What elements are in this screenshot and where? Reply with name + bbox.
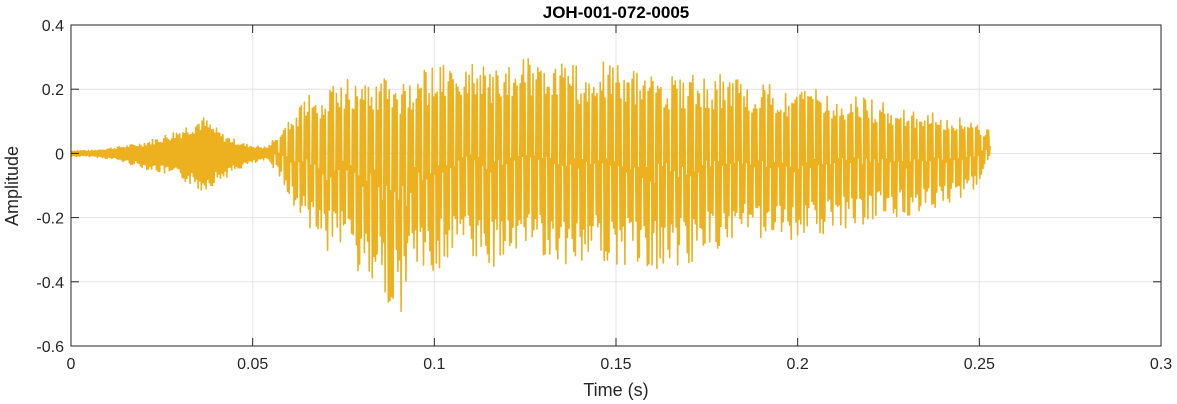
x-tick-label: 0.15: [600, 356, 631, 373]
y-tick-label: 0.4: [42, 18, 64, 35]
y-tick-label: 0.2: [42, 82, 64, 99]
chart-title: JOH-001-072-0005: [543, 3, 689, 22]
y-tick-label: -0.4: [36, 275, 64, 292]
tick-marks: [70, 24, 1162, 347]
x-tick-labels: 0 0.05 0.1 0.15 0.2 0.25 0.3: [67, 356, 1173, 373]
x-tick-label: 0.25: [964, 356, 995, 373]
x-tick-label: 0.3: [1150, 356, 1172, 373]
x-tick-label: 0.05: [237, 356, 268, 373]
y-axis-label: Amplitude: [2, 146, 22, 226]
waveform-line: [70, 58, 991, 313]
x-tick-label: 0.2: [787, 356, 809, 373]
y-tick-label: -0.2: [36, 211, 64, 228]
x-tick-label: 0: [67, 356, 76, 373]
x-tick-label: 0.1: [423, 356, 445, 373]
waveform-series: [70, 58, 991, 313]
y-tick-label: 0: [55, 146, 64, 163]
x-axis-label: Time (s): [583, 380, 648, 400]
y-tick-labels: 0.4 0.2 0 -0.2 -0.4 -0.6: [36, 18, 64, 356]
y-tick-label: -0.6: [36, 339, 64, 356]
